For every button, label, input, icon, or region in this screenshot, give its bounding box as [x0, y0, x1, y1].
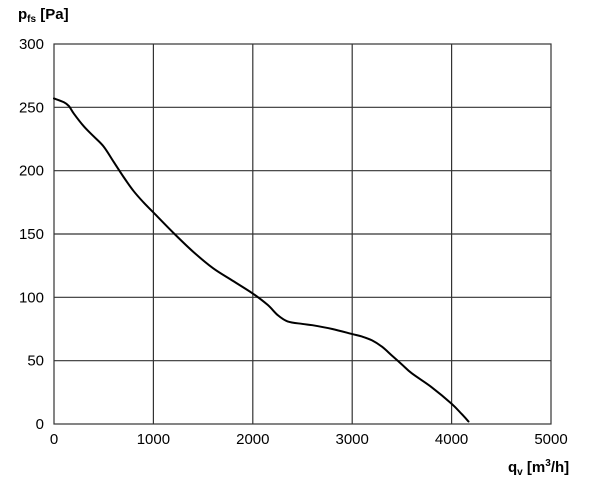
x-axis-title: qv [m3/h] — [508, 458, 569, 478]
series-line — [53, 97, 470, 423]
x-axis-unit-after: /h] — [550, 459, 570, 476]
y-axis-symbol: p — [18, 6, 28, 23]
x-tick-label: 5000 — [534, 431, 567, 448]
y-tick-label: 0 — [36, 416, 44, 433]
x-tick-label: 3000 — [336, 431, 369, 448]
y-tick-label: 300 — [19, 36, 44, 53]
y-tick-label: 100 — [19, 289, 44, 306]
y-axis-title: pfs [Pa] — [18, 6, 69, 25]
y-tick-label: 50 — [27, 353, 44, 370]
y-axis-unit: [Pa] — [40, 6, 69, 23]
y-tick-label: 150 — [19, 226, 44, 243]
y-axis-subscript: fs — [27, 14, 37, 25]
x-tick-label: 2000 — [236, 431, 269, 448]
y-tick-label: 250 — [19, 99, 44, 116]
grid — [54, 44, 551, 424]
y-axis-ticks: 0 50 100 150 200 250 300 — [19, 36, 44, 433]
x-tick-label: 4000 — [435, 431, 468, 448]
x-axis-unit-sup: 3 — [545, 458, 551, 469]
x-axis-ticks: 0 1000 2000 3000 4000 5000 — [50, 431, 568, 448]
y-tick-label: 200 — [19, 163, 44, 180]
x-tick-label: 0 — [50, 431, 58, 448]
x-axis-symbol: q — [508, 459, 518, 476]
x-axis-subscript: v — [517, 467, 523, 478]
x-tick-label: 1000 — [137, 431, 170, 448]
x-axis-unit-before: [m — [526, 459, 546, 476]
plot-frame — [53, 43, 552, 425]
